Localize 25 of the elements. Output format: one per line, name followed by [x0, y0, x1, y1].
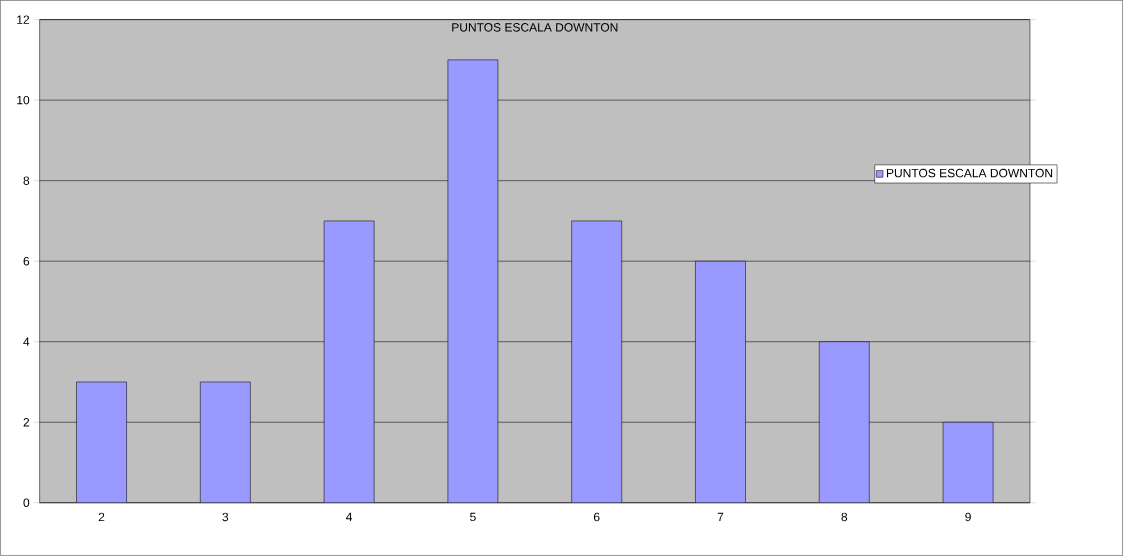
bar	[323, 220, 375, 503]
x-tick-label: 6	[593, 512, 600, 522]
x-tick-label: 5	[470, 512, 476, 522]
y-tick-label: 10	[17, 96, 30, 105]
bar	[695, 261, 746, 503]
x-tick-label: 7	[717, 512, 724, 522]
x-tick-label: 4	[346, 512, 353, 522]
x-tick-label: 8	[841, 512, 848, 522]
y-tick-label: 0	[23, 498, 30, 508]
bar	[200, 381, 251, 503]
y-tick-label: 2	[23, 418, 30, 427]
x-tick-label: 2	[98, 512, 105, 522]
bar	[76, 381, 127, 503]
chart-title: PUNTOS ESCALA DOWNTON	[452, 23, 618, 32]
y-tick-label: 8	[23, 176, 30, 186]
y-tick-label: 4	[23, 337, 30, 346]
bar	[818, 341, 870, 503]
legend-label: PUNTOS ESCALA DOWNTON	[886, 168, 1053, 178]
y-tick-label: 12	[17, 15, 30, 24]
bar	[447, 59, 499, 503]
bar	[571, 220, 622, 503]
x-tick-label: 3	[222, 512, 229, 522]
bar	[942, 422, 994, 503]
y-tick-label: 6	[23, 257, 30, 266]
x-tick-label: 9	[965, 512, 971, 522]
